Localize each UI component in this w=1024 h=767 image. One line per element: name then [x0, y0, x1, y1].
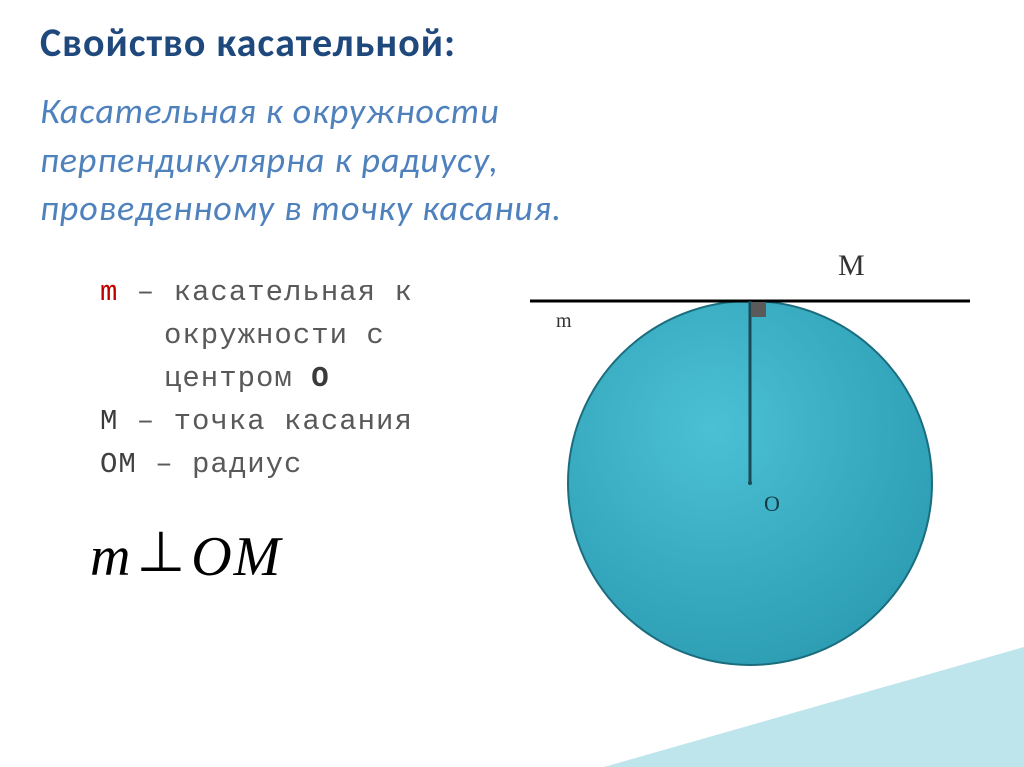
def-m-line3: центром О: [100, 359, 480, 398]
def-m: m – касательная к: [100, 273, 480, 312]
def-m-line2: окружности с: [100, 316, 480, 355]
diagram: MmO: [480, 273, 1024, 596]
slide-subtitle: Касательная к окружности перпендикулярна…: [40, 87, 984, 233]
decorative-triangle: [604, 647, 1024, 767]
def-OM: ОМ – радиус: [100, 445, 480, 484]
tangent-diagram: Mm O: [520, 233, 990, 693]
def-M: М – точка касания: [100, 402, 480, 441]
svg-text:m: m: [556, 310, 572, 332]
svg-text:M: M: [838, 249, 865, 282]
svg-text:O: O: [764, 491, 780, 516]
definitions-block: m – касательная к окружности с центром О…: [0, 273, 480, 596]
slide-title: Свойство касательной:: [40, 18, 984, 67]
formula: m⊥OM: [90, 520, 480, 596]
